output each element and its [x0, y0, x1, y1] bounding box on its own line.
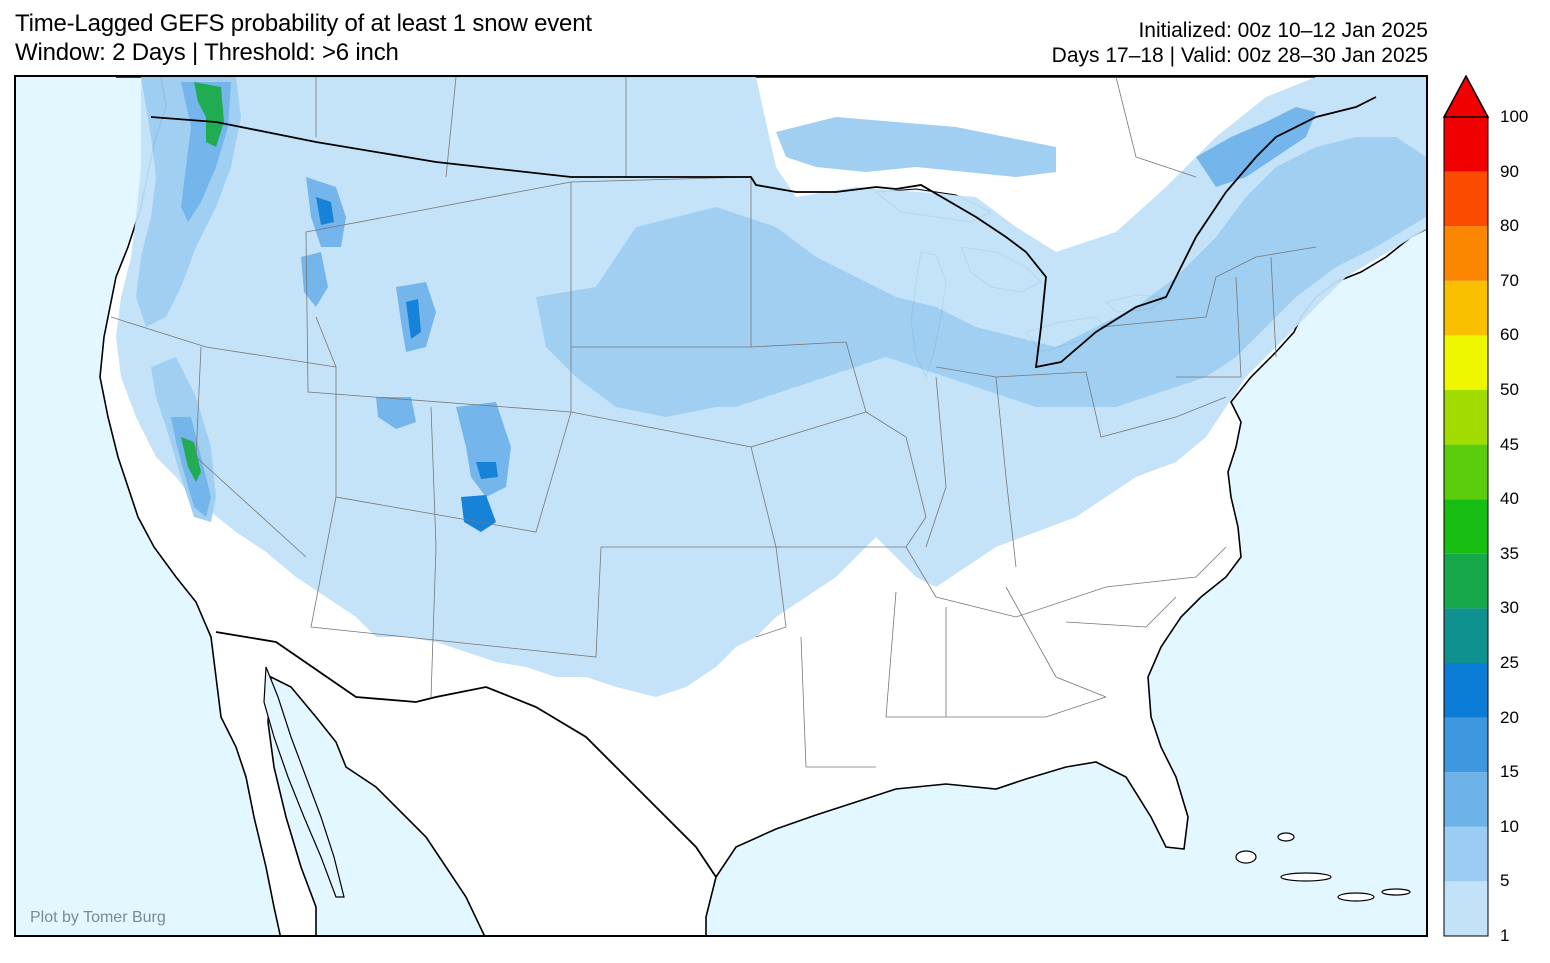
- colorbar-segment: [1444, 390, 1488, 445]
- plot-credit: Plot by Tomer Burg: [30, 909, 166, 926]
- colorbar-tick-label: 10: [1500, 816, 1519, 836]
- title-block: Time-Lagged GEFS probability of at least…: [15, 9, 592, 67]
- probability-shading: [116, 77, 1426, 697]
- colorbar-segment: [1444, 226, 1488, 281]
- colorbar-tick-label: 15: [1500, 762, 1519, 782]
- chart-title: Time-Lagged GEFS probability of at least…: [15, 10, 592, 37]
- colorbar-tick-label: 30: [1500, 598, 1519, 618]
- colorbar-tick-label: 50: [1500, 380, 1519, 399]
- colorbar-tick-label: 90: [1500, 161, 1519, 181]
- colorbar-tick-label: 1: [1500, 926, 1510, 945]
- colorbar-segment: [1444, 772, 1488, 827]
- colorbar-segment: [1444, 280, 1488, 336]
- colorbar-segment: [1444, 881, 1488, 936]
- colorbar-segment: [1444, 444, 1488, 500]
- colorbar-segment: [1444, 663, 1488, 718]
- map-canvas: [16, 77, 1426, 935]
- colorbar-tick-label: 35: [1500, 543, 1519, 563]
- colorbar-tick-label: 5: [1500, 871, 1510, 891]
- colorbar: [1442, 75, 1490, 937]
- colorbar-tick-label: 40: [1500, 489, 1519, 509]
- map-panel: Plot by Tomer Burg: [14, 75, 1428, 937]
- colorbar-segment: [1444, 717, 1488, 773]
- colorbar-segment: [1444, 335, 1488, 390]
- colorbar-segment: [1444, 826, 1488, 882]
- state-boundaries: [110, 77, 1317, 768]
- colorbar-tick-label: 80: [1500, 216, 1519, 236]
- colorbar-tick-label: 20: [1500, 707, 1519, 727]
- init-info: Initialized: 00z 10–12 Jan 2025 Days 17–…: [1052, 18, 1428, 68]
- colorbar-segment: [1444, 608, 1488, 663]
- chart-subtitle: Window: 2 Days | Threshold: >6 inch: [15, 39, 399, 66]
- colorbar-tick-label: 60: [1500, 325, 1519, 345]
- colorbar-segment: [1444, 553, 1488, 609]
- colorbar-tick-label: 45: [1500, 434, 1519, 454]
- colorbar-segment: [1444, 171, 1488, 227]
- colorbar-tick-label: 70: [1500, 270, 1519, 290]
- gulf-of-california: [263, 666, 345, 898]
- colorbar-extend-arrow: [1442, 75, 1490, 118]
- country-boundaries: [150, 96, 1377, 878]
- initialized-text: Initialized: 00z 10–12 Jan 2025: [1138, 19, 1428, 42]
- colorbar-tick-label: 100: [1500, 107, 1529, 126]
- valid-text: Days 17–18 | Valid: 00z 28–30 Jan 2025: [1051, 44, 1428, 67]
- colorbar-tick-label: 25: [1500, 653, 1519, 672]
- colorbar-segment: [1444, 117, 1488, 172]
- colorbar-segment: [1444, 499, 1488, 554]
- islands: [1235, 832, 1411, 902]
